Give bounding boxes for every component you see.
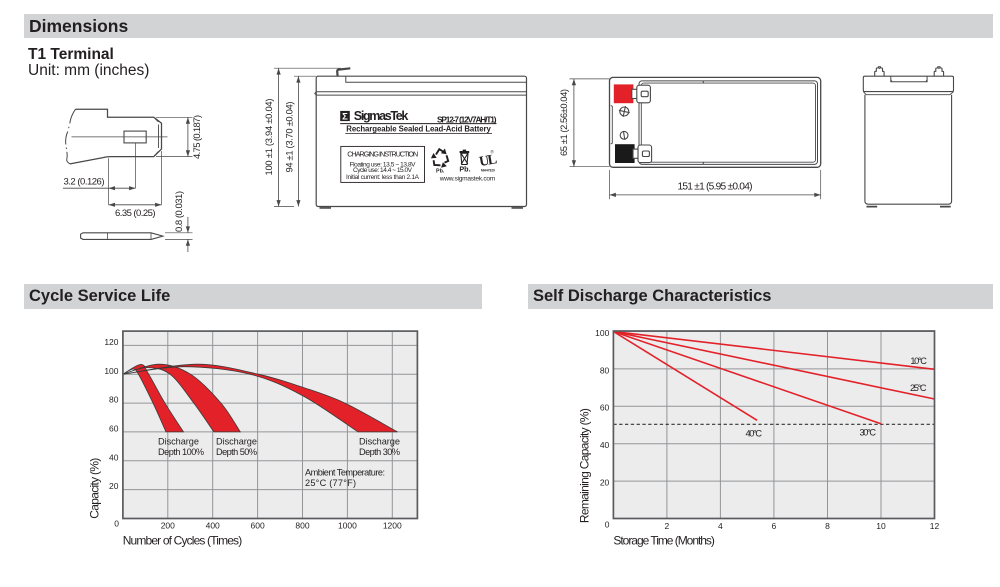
svg-text:MH47929: MH47929 <box>481 168 495 172</box>
svg-text:SigmasTek: SigmasTek <box>354 109 409 123</box>
svg-text:Capacity (%): Capacity (%) <box>87 458 101 519</box>
svg-text:Cycle use: 14.4 ~ 15.0V: Cycle use: 14.4 ~ 15.0V <box>353 167 413 174</box>
svg-text:Depth 50%: Depth 50% <box>216 447 257 457</box>
svg-text:Storage Time (Months): Storage Time (Months) <box>613 533 715 547</box>
svg-text:0: 0 <box>114 518 119 528</box>
svg-text:Remaining Capacity (%): Remaining Capacity (%) <box>578 408 592 523</box>
svg-text:800: 800 <box>295 521 309 531</box>
svg-text:80: 80 <box>109 395 119 405</box>
svg-text:20: 20 <box>600 478 610 488</box>
svg-text:Depth 30%: Depth 30% <box>359 447 400 457</box>
svg-text:Pb.: Pb. <box>459 165 470 174</box>
svg-text:94 ±1 (3.70 ±0.04): 94 ±1 (3.70 ±0.04) <box>284 102 295 173</box>
svg-text:60: 60 <box>109 423 119 433</box>
svg-text:1000: 1000 <box>338 521 357 531</box>
svg-text:®: ® <box>491 149 495 155</box>
svg-text:3.2 (0.126): 3.2 (0.126) <box>64 176 105 187</box>
svg-text:UL: UL <box>478 152 498 170</box>
svg-text:80: 80 <box>600 365 610 375</box>
svg-text:100 ±1 (3.94 ±0.04): 100 ±1 (3.94 ±0.04) <box>263 99 274 176</box>
svg-text:0.8 (0.031): 0.8 (0.031) <box>174 191 185 232</box>
svg-text:100: 100 <box>595 328 609 338</box>
svg-text:100: 100 <box>104 366 118 376</box>
svg-text:6: 6 <box>772 521 777 531</box>
svg-text:Depth 100%: Depth 100% <box>158 447 204 457</box>
svg-text:6.35 (0.25): 6.35 (0.25) <box>115 208 156 219</box>
svg-text:Rechargeable Sealed Lead-Acid: Rechargeable Sealed Lead-Acid Battery <box>346 124 491 133</box>
svg-text:8: 8 <box>825 521 830 531</box>
svg-text:10: 10 <box>876 521 886 531</box>
svg-text:20: 20 <box>109 481 119 491</box>
svg-text:Initial current: less than 2.1: Initial current: less than 2.1A <box>346 174 420 181</box>
svg-text:Discharge: Discharge <box>216 437 257 447</box>
svg-text:Pb.: Pb. <box>436 168 445 174</box>
svg-text:4.75 (0.187): 4.75 (0.187) <box>192 115 203 159</box>
svg-text:151 ±1 (5.95 ±0.04): 151 ±1 (5.95 ±0.04) <box>678 182 753 193</box>
svg-text:400: 400 <box>206 521 220 531</box>
svg-text:Discharge: Discharge <box>158 437 199 447</box>
svg-text:SP12-7 (12V7AH/T1): SP12-7 (12V7AH/T1) <box>437 114 497 124</box>
svg-text:Discharge: Discharge <box>359 437 400 447</box>
svg-text:0: 0 <box>605 520 610 530</box>
svg-text:4: 4 <box>718 521 723 531</box>
svg-text:2: 2 <box>665 521 670 531</box>
svg-text:40: 40 <box>109 452 119 462</box>
svg-text:60: 60 <box>600 403 610 413</box>
svg-text:Number of Cycles (Times): Number of Cycles (Times) <box>123 534 243 548</box>
svg-text:25°C: 25°C <box>910 383 927 393</box>
svg-text:Σ: Σ <box>342 112 348 123</box>
svg-text:1200: 1200 <box>383 521 402 531</box>
svg-text:30°C: 30°C <box>860 428 877 438</box>
svg-text:25°C (77°F): 25°C (77°F) <box>305 478 356 488</box>
svg-text:12: 12 <box>930 521 940 531</box>
svg-text:200: 200 <box>161 521 175 531</box>
svg-text:120: 120 <box>104 337 118 347</box>
svg-text:40: 40 <box>600 440 610 450</box>
svg-text:65 ±1 (2.56±0.04): 65 ±1 (2.56±0.04) <box>558 89 569 156</box>
svg-text:www.sigmastek.com: www.sigmastek.com <box>439 176 496 183</box>
svg-text:Ambient Temperature:: Ambient Temperature: <box>305 467 385 477</box>
svg-text:600: 600 <box>251 521 265 531</box>
svg-text:CHARGING INSTRUCTION: CHARGING INSTRUCTION <box>347 150 418 159</box>
svg-text:Floating use: 13.5 ~ 13.8V: Floating use: 13.5 ~ 13.8V <box>350 162 417 169</box>
svg-text:10°C: 10°C <box>910 356 927 366</box>
svg-text:40°C: 40°C <box>746 428 763 438</box>
